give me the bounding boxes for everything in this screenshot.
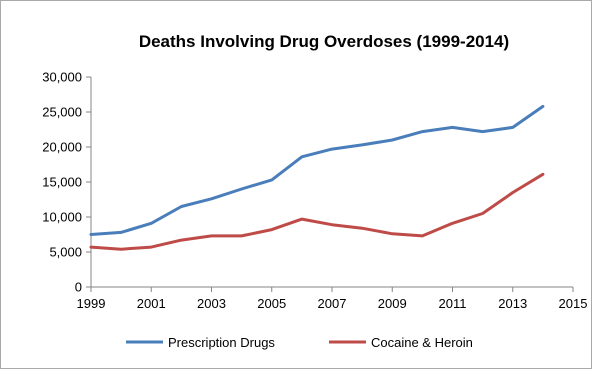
x-axis-ticks: 1999 2001 2003 2005 2007 2009 2011 2013 2015 bbox=[77, 287, 588, 311]
x-tick-label: 2011 bbox=[439, 296, 467, 311]
x-tick-label: 2005 bbox=[257, 296, 286, 311]
y-tick-label: 25,000 bbox=[42, 105, 82, 120]
y-tick-label: 15,000 bbox=[42, 175, 82, 190]
axes bbox=[90, 77, 573, 288]
series-lines bbox=[89, 104, 545, 251]
y-tick-label: 30,000 bbox=[42, 70, 82, 85]
y-tick-label: 20,000 bbox=[42, 140, 82, 155]
legend: Prescription Drugs Cocaine & Heroin bbox=[126, 335, 473, 350]
x-tick-label: 1999 bbox=[77, 296, 106, 311]
x-tick-label: 2001 bbox=[137, 296, 166, 311]
legend-label: Prescription Drugs bbox=[168, 335, 275, 350]
y-axis-ticks: 0 5,000 10,000 15,000 20,000 25,000 30,000 bbox=[42, 70, 91, 295]
y-tick-label: 10,000 bbox=[42, 210, 82, 225]
x-tick-label: 2003 bbox=[197, 296, 226, 311]
chart-title: Deaths Involving Drug Overdoses (1999-20… bbox=[139, 32, 509, 51]
series-line-prescription-drugs bbox=[89, 104, 545, 236]
y-tick-label: 5,000 bbox=[49, 245, 82, 260]
x-tick-label: 2015 bbox=[559, 296, 588, 311]
x-tick-label: 2009 bbox=[378, 296, 407, 311]
x-tick-label: 2007 bbox=[318, 296, 347, 311]
y-tick-label: 0 bbox=[75, 280, 82, 295]
x-tick-label: 2013 bbox=[498, 296, 527, 311]
series-line-cocaine-heroin bbox=[89, 172, 545, 251]
legend-label: Cocaine & Heroin bbox=[371, 335, 473, 350]
